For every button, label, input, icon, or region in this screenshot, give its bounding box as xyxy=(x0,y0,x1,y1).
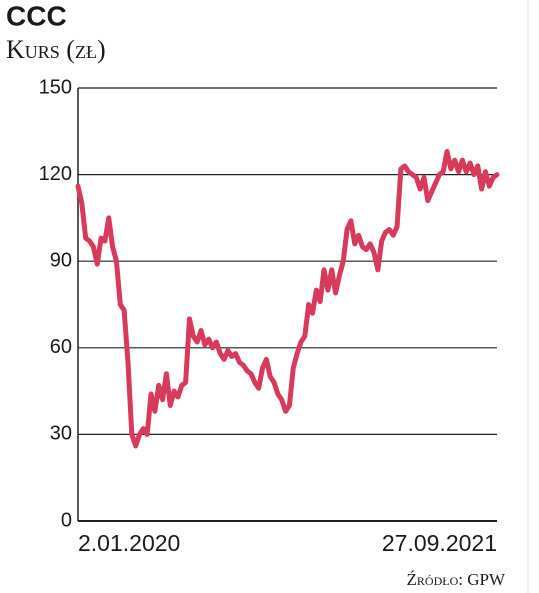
y-tick-label: 90 xyxy=(50,249,72,271)
y-tick-label: 0 xyxy=(61,509,72,531)
y-tick-label: 150 xyxy=(39,76,72,98)
x-tick-label: 2.01.2020 xyxy=(78,530,180,556)
y-tick-label: 60 xyxy=(50,336,72,358)
y-tick-label: 120 xyxy=(39,163,72,185)
y-tick-label: 30 xyxy=(50,423,72,445)
source: Źródło: GPW xyxy=(407,570,506,589)
chart-subtitle: Kurs (zł) xyxy=(6,35,106,64)
x-tick-label: 27.09.2021 xyxy=(382,530,497,556)
chart-title: CCC xyxy=(6,0,67,31)
price-line xyxy=(75,149,500,449)
